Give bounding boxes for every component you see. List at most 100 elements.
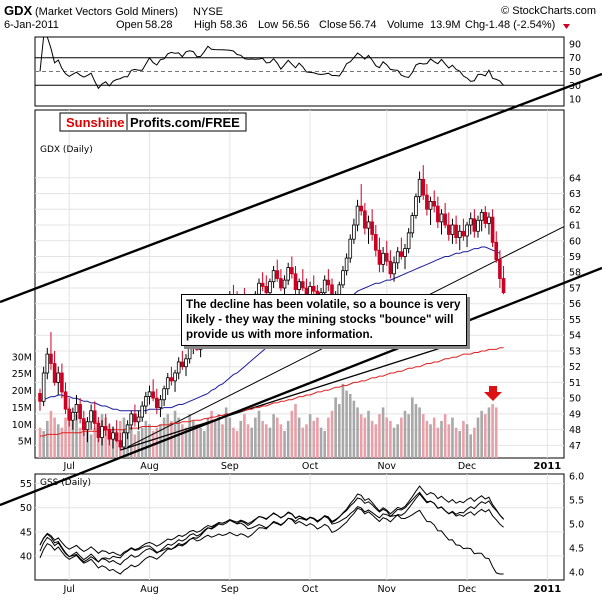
volume-bar xyxy=(374,424,378,458)
candle-body xyxy=(41,372,46,402)
lower-channel-line xyxy=(0,266,602,507)
candle-body xyxy=(151,391,155,399)
volume-label: Volume xyxy=(387,19,424,31)
month-label: Aug xyxy=(140,584,159,595)
rsi-tick-label: 70 xyxy=(569,53,581,64)
price-panel-title: GDX (Daily) xyxy=(40,145,93,155)
candle-body xyxy=(388,260,393,275)
candle-body xyxy=(176,361,181,374)
candle-body xyxy=(71,411,75,421)
candle-body xyxy=(271,270,276,283)
triangle-down-icon xyxy=(563,24,570,29)
volume-bar xyxy=(129,427,133,458)
candle-body xyxy=(479,212,484,221)
volume-bar xyxy=(462,420,465,458)
volume-bar xyxy=(327,417,330,458)
logo-box xyxy=(59,112,247,132)
price-tick-label: 48 xyxy=(569,425,581,436)
volume-bar xyxy=(42,431,45,458)
rsi-tick-label: 10 xyxy=(569,95,581,106)
volume-bar xyxy=(389,420,392,458)
volume-bar xyxy=(454,427,458,458)
candle-body xyxy=(162,388,166,401)
candle-body xyxy=(410,215,415,234)
candle-body xyxy=(268,281,272,294)
candle-body xyxy=(147,391,152,398)
candle-body xyxy=(114,432,119,442)
candle-body xyxy=(373,234,378,251)
volume-bar xyxy=(126,424,129,458)
candle-body xyxy=(180,361,185,368)
ratio-left-tick-label: 55 xyxy=(20,479,32,490)
volume-bar xyxy=(115,431,118,458)
volume-tick-label: 10M xyxy=(12,420,32,431)
rsi-line xyxy=(39,37,504,90)
annotation-box: The decline has been volatile, so a boun… xyxy=(181,294,467,346)
candle-body xyxy=(45,353,50,374)
volume-bar xyxy=(286,420,290,458)
month-label: 2011 xyxy=(533,584,561,595)
candle-body xyxy=(399,251,404,257)
volume-bar xyxy=(275,417,279,458)
volume-bar xyxy=(82,424,86,458)
price-tick-label: 61 xyxy=(569,221,581,232)
candle-body xyxy=(78,404,82,420)
volume-bar xyxy=(418,407,421,458)
rsi-tick-label: 50 xyxy=(569,67,581,78)
volume-bar xyxy=(166,414,170,458)
volume-bar xyxy=(432,417,436,458)
candle-body xyxy=(406,232,411,250)
candle-body xyxy=(173,372,177,382)
volume-bar xyxy=(192,420,195,458)
volume-tick-label: 25M xyxy=(12,369,32,380)
month-label: Aug xyxy=(140,461,159,472)
volume-bar xyxy=(491,404,494,458)
volume-bar xyxy=(305,424,308,458)
volume-value: 13.9M xyxy=(430,19,461,31)
volume-bar xyxy=(392,427,396,458)
volume-bar xyxy=(443,414,447,458)
candle-body xyxy=(257,282,261,295)
volume-bar xyxy=(370,420,374,458)
volume-bar xyxy=(250,427,253,458)
volume-bar xyxy=(469,434,472,458)
candle-body xyxy=(286,267,290,281)
logo-sunshine: Sunshine xyxy=(66,115,125,130)
price-tick-label: 58 xyxy=(569,268,581,279)
candle-body xyxy=(425,194,429,210)
volume-bar xyxy=(170,420,173,458)
volume-bar xyxy=(246,424,250,458)
high-label: High xyxy=(194,19,217,31)
volume-bar xyxy=(75,414,78,458)
volume-bar xyxy=(297,417,301,458)
price-tick-label: 50 xyxy=(569,394,581,405)
candle-body xyxy=(67,408,72,421)
ratio-right-tick-label: 4.5 xyxy=(569,544,584,555)
volume-bar xyxy=(312,420,316,458)
candle-body xyxy=(341,270,345,286)
volume-bar xyxy=(239,420,243,458)
high-value: 58.36 xyxy=(220,19,248,31)
month-label: Sep xyxy=(221,461,239,472)
ratio-right-tick-label: 5.5 xyxy=(569,496,584,507)
month-label: 2011 xyxy=(533,461,561,472)
volume-bar xyxy=(181,424,184,458)
rsi-tick-label: 90 xyxy=(569,39,581,50)
candle-body xyxy=(370,221,374,235)
logo-profits: Profits.com/FREE xyxy=(130,115,240,130)
candle-body xyxy=(395,251,400,264)
candle-body xyxy=(92,410,97,424)
candle-body xyxy=(472,218,477,232)
volume-bar xyxy=(228,417,232,458)
candle-body xyxy=(443,213,447,226)
ratio-left-tick-label: 45 xyxy=(20,527,32,538)
price-tick-label: 53 xyxy=(569,346,581,357)
volume-bar xyxy=(221,424,224,458)
open-label: Open xyxy=(116,19,143,31)
candle-body xyxy=(52,363,57,383)
volume-bar xyxy=(56,424,60,458)
close-value: 56.74 xyxy=(349,19,377,31)
price-tick-label: 63 xyxy=(569,189,581,200)
candle-body xyxy=(465,224,469,237)
volume-bar xyxy=(494,407,498,458)
